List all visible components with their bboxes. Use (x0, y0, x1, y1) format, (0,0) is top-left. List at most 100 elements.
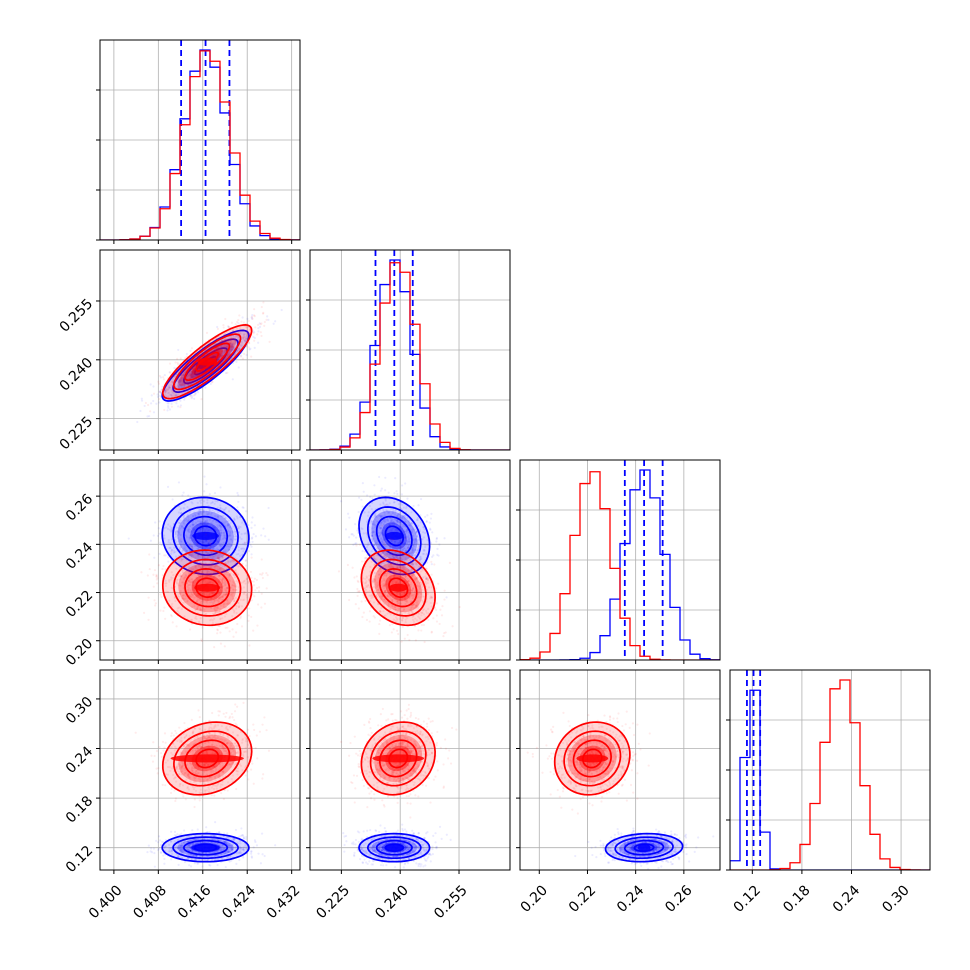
panel-content (100, 40, 300, 240)
x-tick-label: 0.24 (614, 882, 647, 915)
y-tick-label: 0.12 (63, 843, 96, 876)
x-tick-label: 0.22 (566, 882, 599, 915)
contour-line (193, 525, 218, 547)
contour-line (183, 839, 229, 856)
contour-line (184, 739, 231, 778)
panel-content (310, 460, 510, 660)
scatter-panel-3-0 (96, 669, 301, 874)
panel-frame (99, 669, 301, 871)
contour-line (195, 748, 220, 769)
y-tick-label: 0.22 (63, 588, 96, 621)
contour-line (358, 832, 431, 863)
panel-content (310, 250, 510, 450)
contour-line (388, 577, 409, 598)
contour-line (173, 558, 242, 617)
density-core (576, 754, 609, 763)
x-tick-label: 0.18 (780, 882, 813, 915)
histogram-step (100, 50, 300, 240)
density-core (384, 531, 404, 540)
contour-line (388, 748, 409, 769)
histogram-panel-1 (306, 249, 511, 454)
histogram-step (310, 262, 510, 450)
contour-line (366, 836, 422, 860)
y-tick-label: 0.24 (63, 539, 96, 572)
contour-line (378, 739, 418, 778)
panel-content (520, 460, 720, 660)
x-tick-label: 0.20 (518, 882, 551, 915)
contour-line (633, 843, 655, 853)
contour-line (172, 338, 239, 393)
x-tick-label: 0.408 (130, 882, 170, 922)
contour-line (172, 836, 239, 860)
histogram-panel-0 (96, 39, 301, 244)
x-tick-label: 0.432 (264, 882, 304, 922)
contour-line (184, 342, 231, 382)
x-tick-label: 0.240 (372, 882, 412, 922)
y-tick-label: 0.255 (57, 296, 97, 336)
x-tick-label: 0.26 (662, 882, 695, 915)
x-tick-label: 0.424 (219, 882, 259, 922)
contour-line (623, 839, 665, 856)
histogram-step (730, 689, 930, 870)
contour-line (384, 843, 404, 853)
contour-line (614, 836, 674, 860)
y-tick-label: 0.26 (63, 491, 96, 524)
contour-line (183, 515, 229, 557)
contour-line (375, 515, 413, 557)
contour-line (161, 832, 250, 863)
scatter-panel-3-1 (306, 669, 511, 874)
density-core (372, 754, 425, 763)
y-tick-label: 0.225 (57, 414, 97, 454)
contour-line (195, 577, 220, 598)
contour-line (193, 843, 218, 853)
panel-frame (309, 669, 511, 871)
density-core (194, 583, 221, 592)
scatter-panel-3-2 (516, 669, 721, 874)
scatter-panel-2-0 (96, 459, 301, 664)
contour-line (184, 568, 231, 608)
contour-line (378, 568, 418, 608)
contour-line (161, 496, 250, 576)
contour-line (553, 721, 631, 796)
y-tick-label: 0.30 (63, 694, 96, 727)
x-tick-label: 0.30 (879, 882, 912, 915)
contour-line (161, 324, 253, 400)
x-tick-label: 0.400 (86, 882, 126, 922)
histogram-step (520, 469, 720, 660)
x-tick-label: 0.225 (313, 882, 353, 922)
x-tick-label: 0.255 (431, 882, 471, 922)
density-core (192, 531, 219, 540)
histogram-panel-3 (726, 669, 931, 874)
x-tick-label: 0.24 (830, 882, 863, 915)
y-tick-label: 0.24 (63, 743, 96, 776)
panel-content (100, 670, 300, 870)
y-tick-label: 0.18 (63, 793, 96, 826)
histogram-step (100, 49, 300, 240)
panels-layer (96, 39, 931, 874)
contour-line (572, 739, 612, 778)
panel-content (100, 460, 300, 660)
contour-line (195, 351, 220, 372)
contour-line (161, 329, 250, 402)
contour-line (375, 839, 413, 856)
contour-line (360, 721, 436, 796)
contour-line (582, 748, 603, 769)
panel-content (310, 670, 510, 870)
panel-content (520, 670, 720, 870)
scatter-panel-2-1 (306, 459, 511, 664)
contour-line (384, 525, 404, 547)
contour-line (604, 832, 684, 863)
panel-content (100, 250, 300, 450)
density-core (637, 843, 651, 852)
panel-frame (99, 459, 301, 661)
histogram-panel-2 (516, 459, 721, 664)
contour-line (563, 730, 622, 787)
density-core (170, 754, 244, 763)
contour-line (183, 347, 229, 385)
contour-line (369, 558, 427, 617)
panel-frame (519, 669, 721, 871)
density-core (388, 583, 408, 592)
scatter-panel-1-0 (96, 249, 301, 454)
contour-line (173, 730, 242, 787)
